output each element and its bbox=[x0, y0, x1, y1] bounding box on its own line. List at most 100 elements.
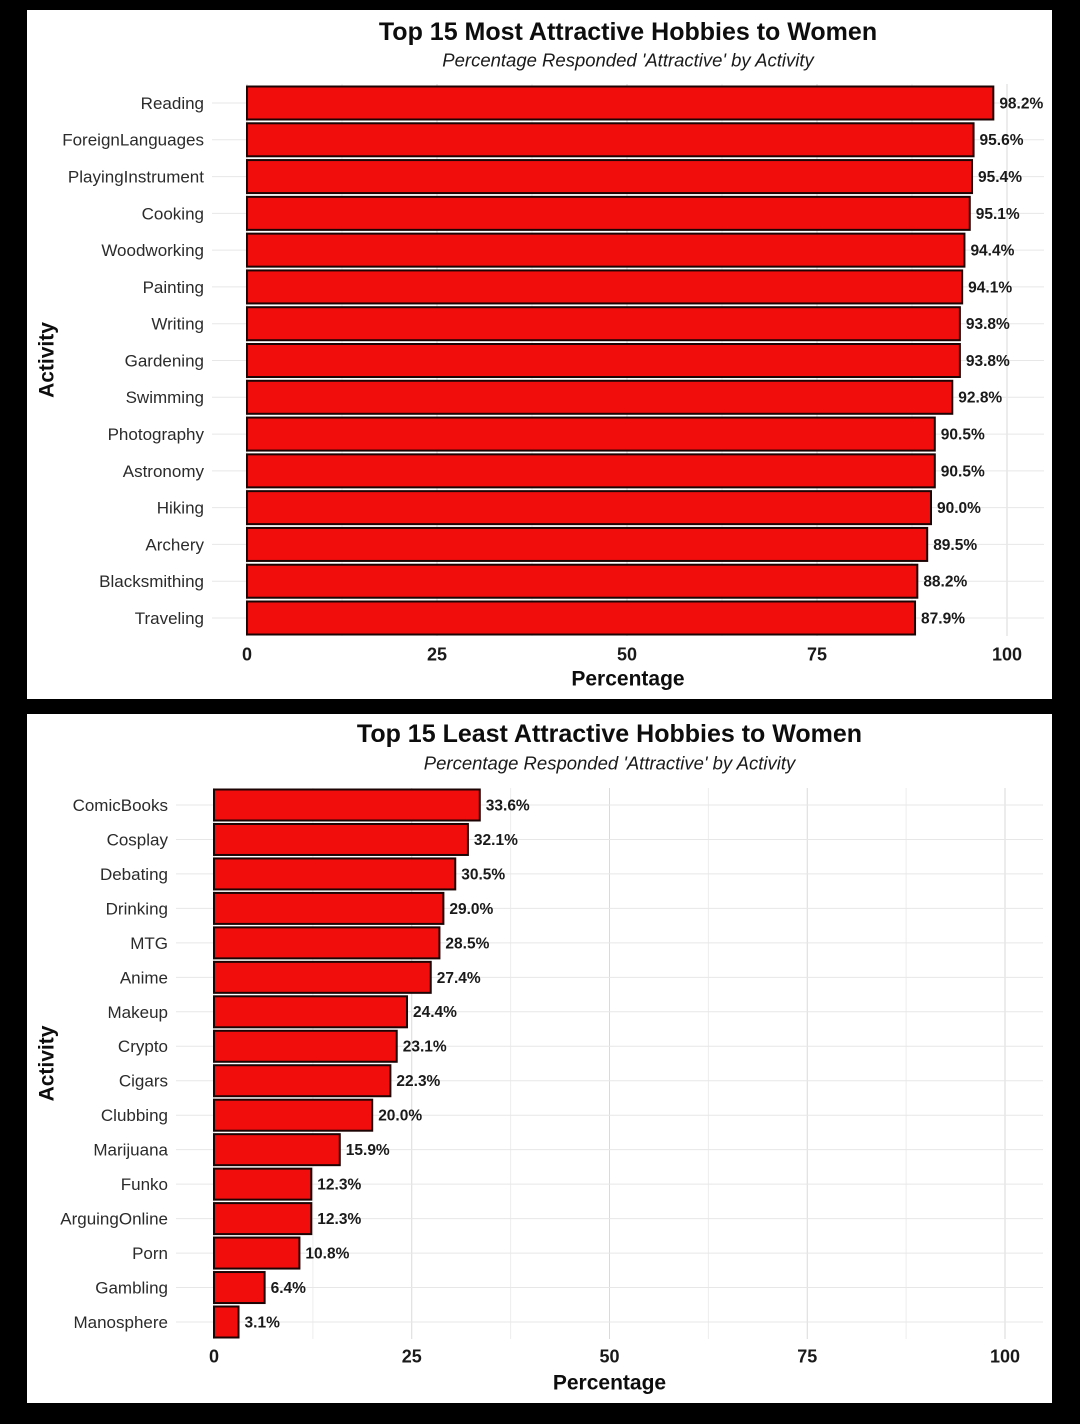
bar-Archery bbox=[246, 526, 929, 562]
bar-Cigars bbox=[213, 1064, 392, 1098]
bar-Swimming bbox=[246, 379, 954, 415]
bar-Crypto bbox=[213, 1029, 398, 1063]
value-label: 87.9% bbox=[921, 610, 965, 627]
value-labels: 33.6% 32.1% 30.5% 29.0% 28.5% 27.4% 24.4% 23.1%… bbox=[245, 797, 530, 1331]
category-label: Makeup bbox=[108, 1003, 168, 1022]
x-tick-label: 75 bbox=[797, 1346, 817, 1366]
bar-Photography bbox=[246, 416, 936, 452]
category-label: Cooking bbox=[142, 204, 204, 223]
chart-panel-most-attractive: 98.2% 95.6% 95.4% 95.1% 94.4% 94.1% 93.8% 93.8%… bbox=[27, 10, 1052, 699]
x-tick-label: 0 bbox=[242, 644, 252, 664]
x-tick-label: 0 bbox=[209, 1346, 219, 1366]
value-label: 90.5% bbox=[941, 463, 985, 480]
value-label: 10.8% bbox=[305, 1245, 349, 1262]
category-label: Anime bbox=[120, 968, 168, 987]
value-label: 88.2% bbox=[923, 574, 967, 591]
bar-Woodworking bbox=[246, 232, 966, 268]
bar-Gardening bbox=[246, 343, 961, 379]
category-label: Swimming bbox=[126, 388, 204, 407]
bar-Funko bbox=[213, 1167, 313, 1201]
bar-Porn bbox=[213, 1236, 301, 1270]
x-tick-labels: 0 25 50 75 100 bbox=[209, 1346, 1020, 1366]
category-label: Hiking bbox=[157, 499, 204, 518]
value-label: 29.0% bbox=[449, 901, 493, 918]
category-label: Blacksmithing bbox=[99, 572, 204, 591]
category-label: Drinking bbox=[106, 899, 168, 918]
value-label: 20.0% bbox=[378, 1108, 422, 1125]
chart-title: Top 15 Most Attractive Hobbies to Women bbox=[379, 18, 877, 46]
category-label: Crypto bbox=[118, 1037, 168, 1056]
category-label: ComicBooks bbox=[73, 796, 168, 815]
category-labels: ComicBooks Cosplay Debating Drinking MTG Anim… bbox=[60, 796, 168, 1332]
value-label: 28.5% bbox=[445, 935, 489, 952]
category-label: ArguingOnline bbox=[60, 1210, 168, 1229]
bar-Blacksmithing bbox=[246, 563, 919, 599]
value-label: 6.4% bbox=[271, 1280, 307, 1297]
bars bbox=[246, 85, 995, 636]
category-label: Cosplay bbox=[107, 830, 169, 849]
category-label: Funko bbox=[121, 1175, 168, 1194]
x-axis-label: Percentage bbox=[571, 667, 684, 690]
value-label: 33.6% bbox=[486, 797, 530, 814]
bar-Anime bbox=[213, 960, 432, 994]
value-label: 90.5% bbox=[941, 426, 985, 443]
value-label: 22.3% bbox=[396, 1073, 440, 1090]
category-label: MTG bbox=[130, 934, 168, 953]
value-label: 12.3% bbox=[317, 1177, 361, 1194]
bar-Manosphere bbox=[213, 1305, 240, 1339]
category-label: PlayingInstrument bbox=[68, 168, 204, 187]
value-label: 23.1% bbox=[403, 1039, 447, 1056]
value-label: 24.4% bbox=[413, 1004, 457, 1021]
bar-Painting bbox=[246, 269, 964, 305]
value-label: 92.8% bbox=[958, 390, 1002, 407]
value-label: 94.1% bbox=[968, 279, 1012, 296]
x-tick-labels: 0 25 50 75 100 bbox=[242, 644, 1022, 664]
bar-ForeignLanguages bbox=[246, 122, 975, 158]
category-label: Painting bbox=[143, 278, 204, 297]
bar-Cosplay bbox=[213, 822, 469, 856]
value-label: 98.2% bbox=[999, 95, 1043, 112]
category-label: Writing bbox=[151, 315, 204, 334]
chart-title: Top 15 Least Attractive Hobbies to Women bbox=[357, 720, 862, 748]
bar-ArguingOnline bbox=[213, 1202, 313, 1236]
x-tick-label: 75 bbox=[807, 644, 827, 664]
x-tick-label: 100 bbox=[992, 644, 1022, 664]
category-label: Gardening bbox=[125, 351, 204, 370]
category-label: Archery bbox=[145, 535, 204, 554]
bar-Clubbing bbox=[213, 1098, 374, 1132]
category-label: Manosphere bbox=[73, 1313, 168, 1332]
value-label: 90.0% bbox=[937, 500, 981, 517]
value-label: 94.4% bbox=[970, 243, 1014, 260]
value-label: 30.5% bbox=[461, 866, 505, 883]
chart-subtitle: Percentage Responded 'Attractive' by Act… bbox=[442, 49, 815, 70]
y-axis-label: Activity bbox=[35, 1025, 58, 1101]
value-label: 27.4% bbox=[437, 970, 481, 987]
bar-Makeup bbox=[213, 995, 409, 1029]
category-label: Clubbing bbox=[101, 1106, 168, 1125]
category-label: Photography bbox=[108, 425, 205, 444]
value-label: 95.1% bbox=[976, 206, 1020, 223]
category-label: Porn bbox=[132, 1244, 168, 1263]
value-label: 12.3% bbox=[317, 1211, 361, 1228]
bar-Hiking bbox=[246, 490, 932, 526]
category-label: Traveling bbox=[135, 609, 204, 628]
value-label: 95.4% bbox=[978, 169, 1022, 186]
value-label: 89.5% bbox=[933, 537, 977, 554]
chart-panel-least-attractive: 33.6% 32.1% 30.5% 29.0% 28.5% 27.4% 24.4% 23.1%… bbox=[27, 714, 1052, 1403]
y-axis-label: Activity bbox=[35, 322, 58, 398]
bar-ComicBooks bbox=[213, 788, 481, 822]
value-label: 93.8% bbox=[966, 316, 1010, 333]
x-tick-label: 50 bbox=[617, 644, 637, 664]
x-axis-label: Percentage bbox=[553, 1371, 666, 1394]
category-label: Debating bbox=[100, 865, 168, 884]
x-tick-label: 100 bbox=[990, 1346, 1020, 1366]
value-label: 15.9% bbox=[346, 1142, 390, 1159]
bar-Marijuana bbox=[213, 1133, 341, 1167]
category-label: Gambling bbox=[95, 1278, 168, 1297]
category-label: Reading bbox=[141, 94, 204, 113]
category-label: Astronomy bbox=[123, 462, 205, 481]
bar-PlayingInstrument bbox=[246, 159, 974, 195]
category-label: Cigars bbox=[119, 1072, 168, 1091]
bar-Debating bbox=[213, 857, 457, 891]
bar-Writing bbox=[246, 306, 961, 342]
